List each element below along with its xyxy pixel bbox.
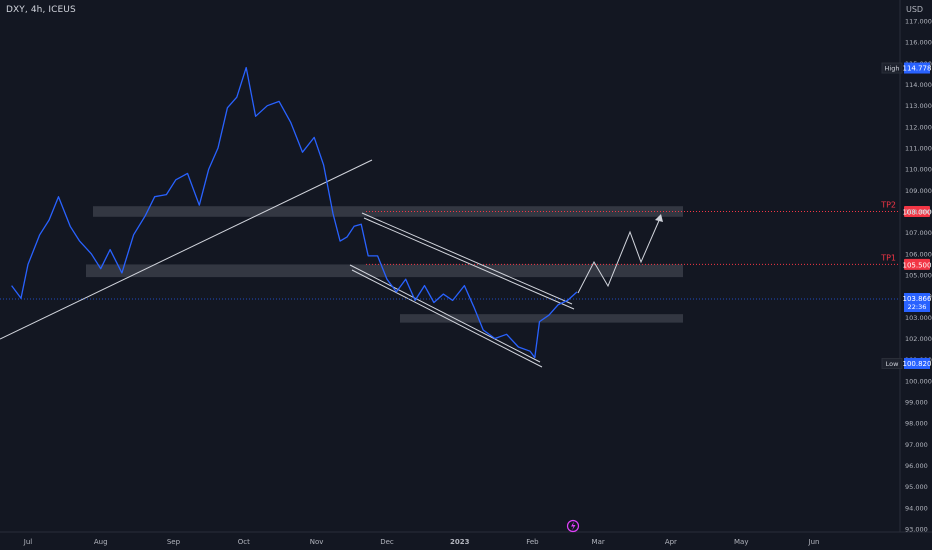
time-axis-ticks: Jul Aug Sep Oct Nov Dec 2023 Feb Mar Apr May Jun	[23, 538, 820, 546]
y-tick-label: 100.000	[905, 377, 932, 385]
drawings[interactable]	[0, 159, 663, 368]
projection-arrow-icon	[655, 214, 663, 222]
y-tick-label: 96.000	[905, 462, 928, 470]
channel-lower-line[interactable]	[349, 264, 541, 363]
y-tick-label: 95.000	[905, 483, 928, 491]
last-price-badge	[904, 293, 930, 313]
low-badge-value: 100.820	[903, 360, 932, 368]
level-tp1-badge	[904, 258, 930, 270]
high-badge-label: High	[885, 65, 900, 73]
x-tick-label: Sep	[167, 538, 181, 546]
last-price-value: 103.866	[903, 295, 932, 303]
low-badge-label: Low	[886, 360, 899, 368]
x-tick-label: Oct	[238, 538, 250, 546]
y-tick-label: 116.000	[905, 39, 932, 47]
x-tick-label: Dec	[380, 538, 394, 546]
y-tick-label: 114.000	[905, 81, 932, 89]
projection-path[interactable]	[577, 215, 662, 294]
level-tp1-label: TP1	[880, 253, 896, 262]
high-badge-label-bg	[881, 62, 903, 74]
y-tick-label: 99.000	[905, 399, 928, 407]
lightning-icon[interactable]	[566, 519, 580, 533]
price-axis-ticks: 117.000116.000115.000114.000113.000112.0…	[905, 18, 932, 534]
y-tick-label: 109.000	[905, 187, 932, 195]
zone-2[interactable]	[86, 264, 683, 278]
y-tick-label: 102.000	[905, 335, 932, 343]
y-tick-label: 113.000	[905, 102, 932, 110]
x-tick-label: Feb	[526, 538, 539, 546]
x-tick-label: Mar	[592, 538, 605, 546]
channel-upper-line[interactable]	[361, 212, 573, 305]
high-badge-value: 114.778	[903, 65, 932, 73]
price-series-line	[11, 66, 578, 359]
x-tick-label: Nov	[310, 538, 324, 546]
x-tick-label: 2023	[450, 538, 470, 546]
level-tp1-value: 105.500	[903, 261, 932, 269]
x-tick-label: Jun	[808, 538, 820, 546]
level-tp2-badge	[904, 206, 930, 217]
low-badge	[904, 357, 930, 369]
y-tick-label: 97.000	[905, 441, 928, 449]
y-tick-label: 105.000	[905, 272, 932, 280]
symbol-label[interactable]: DXY, 4h, ICEUS	[6, 5, 76, 15]
low-badge-label-bg	[881, 357, 903, 369]
trendline-support[interactable]	[0, 159, 373, 340]
x-tick-label: May	[734, 538, 748, 546]
x-tick-label: Apr	[665, 538, 677, 546]
x-tick-label: Aug	[94, 538, 108, 546]
x-tick-label: Jul	[23, 538, 33, 546]
zone-3[interactable]	[400, 314, 683, 323]
y-tick-label: 117.000	[905, 18, 932, 26]
bar-countdown: 22:36	[908, 303, 927, 311]
y-tick-label: 93.000	[905, 526, 928, 534]
channel-lower-line-2[interactable]	[351, 269, 543, 368]
y-tick-label: 108.000	[905, 208, 932, 216]
y-tick-label: 103.000	[905, 314, 932, 322]
high-badge	[904, 62, 930, 74]
y-tick-label: 107.000	[905, 229, 932, 237]
level-tp2-label: TP2	[880, 201, 896, 210]
y-tick-label: 110.000	[905, 166, 932, 174]
y-tick-label: 98.000	[905, 420, 928, 428]
level-tp2-value: 108.000	[903, 209, 932, 217]
y-tick-label: 111.000	[905, 145, 932, 153]
y-tick-label: 112.000	[905, 123, 932, 131]
currency-label: USD	[906, 5, 924, 14]
channel-upper-line-2[interactable]	[363, 217, 575, 310]
y-tick-label: 94.000	[905, 504, 928, 512]
y-tick-label: 106.000	[905, 250, 932, 258]
target-levels: TP2 108.000 TP1 105.500	[366, 201, 931, 270]
